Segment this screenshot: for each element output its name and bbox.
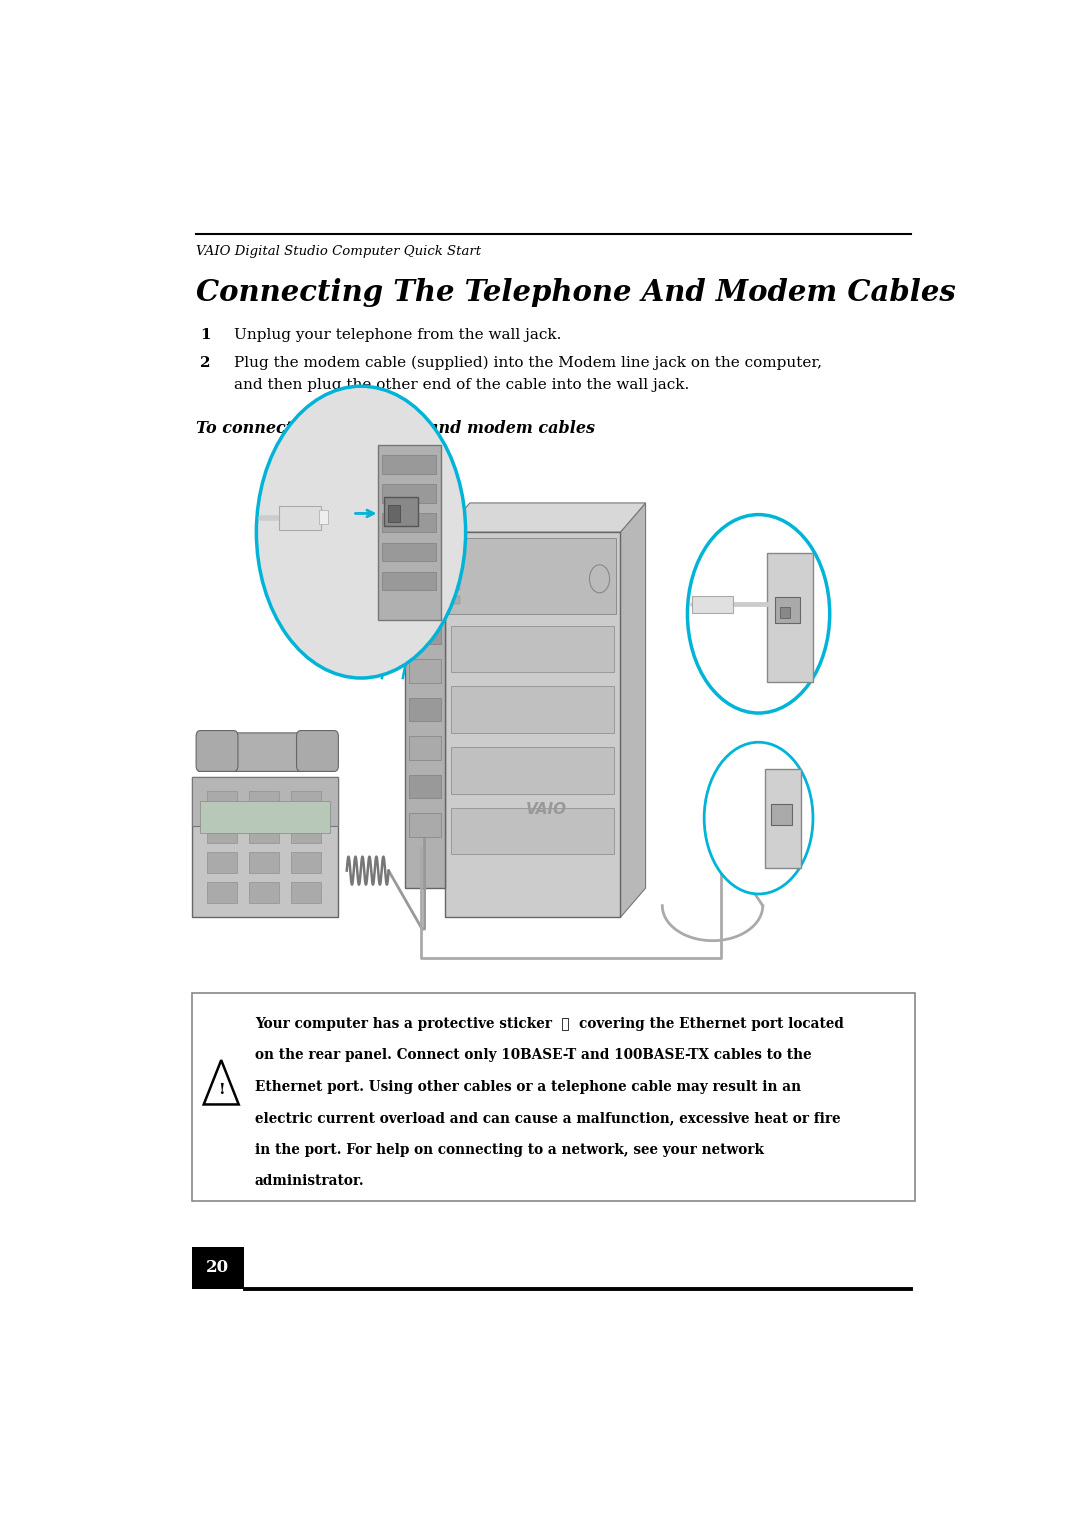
FancyBboxPatch shape	[382, 484, 436, 503]
Text: 1: 1	[200, 327, 211, 341]
FancyBboxPatch shape	[691, 596, 733, 612]
FancyBboxPatch shape	[454, 568, 460, 576]
FancyBboxPatch shape	[207, 822, 238, 843]
FancyBboxPatch shape	[291, 852, 321, 873]
FancyBboxPatch shape	[297, 731, 338, 772]
Text: 2: 2	[200, 356, 211, 370]
FancyBboxPatch shape	[248, 791, 279, 813]
FancyBboxPatch shape	[451, 626, 613, 672]
FancyBboxPatch shape	[454, 582, 460, 591]
FancyBboxPatch shape	[445, 532, 620, 917]
Circle shape	[704, 743, 813, 894]
FancyBboxPatch shape	[384, 497, 418, 526]
FancyBboxPatch shape	[382, 514, 436, 532]
FancyBboxPatch shape	[248, 852, 279, 873]
Text: Unplug your telephone from the wall jack.: Unplug your telephone from the wall jack…	[233, 327, 562, 341]
FancyBboxPatch shape	[408, 697, 441, 722]
Text: VAIO: VAIO	[526, 802, 567, 817]
FancyBboxPatch shape	[451, 687, 613, 732]
FancyBboxPatch shape	[248, 822, 279, 843]
FancyBboxPatch shape	[451, 808, 613, 855]
FancyBboxPatch shape	[408, 582, 441, 606]
FancyBboxPatch shape	[781, 606, 791, 619]
FancyBboxPatch shape	[291, 882, 321, 904]
FancyBboxPatch shape	[291, 822, 321, 843]
Polygon shape	[620, 503, 646, 917]
Text: Your computer has a protective sticker  ☒  covering the Ethernet port located: Your computer has a protective sticker ☒…	[255, 1017, 843, 1031]
Text: To connect the telephone and modem cables: To connect the telephone and modem cable…	[197, 420, 595, 437]
FancyBboxPatch shape	[408, 544, 441, 567]
FancyBboxPatch shape	[382, 455, 436, 475]
FancyBboxPatch shape	[388, 505, 401, 522]
FancyBboxPatch shape	[291, 791, 321, 813]
Text: Ethernet port. Using other cables or a telephone cable may result in an: Ethernet port. Using other cables or a t…	[255, 1079, 800, 1093]
Text: electric current overload and can cause a malfunction, excessive heat or fire: electric current overload and can cause …	[255, 1111, 840, 1125]
FancyBboxPatch shape	[248, 882, 279, 904]
FancyBboxPatch shape	[408, 814, 441, 837]
FancyBboxPatch shape	[408, 659, 441, 682]
Text: on the rear panel. Connect only 10BASE-T and 100BASE-TX cables to the: on the rear panel. Connect only 10BASE-T…	[255, 1048, 811, 1063]
Circle shape	[256, 387, 465, 678]
FancyBboxPatch shape	[207, 852, 238, 873]
Text: !: !	[218, 1084, 225, 1098]
Text: administrator.: administrator.	[255, 1175, 364, 1189]
FancyBboxPatch shape	[192, 1246, 244, 1289]
FancyBboxPatch shape	[382, 543, 436, 561]
Polygon shape	[405, 514, 445, 888]
FancyBboxPatch shape	[454, 596, 460, 605]
Text: Plug the modem cable (supplied) into the Modem line jack on the computer,: Plug the modem cable (supplied) into the…	[233, 356, 822, 370]
FancyBboxPatch shape	[378, 444, 441, 620]
Text: and then plug the other end of the cable into the wall jack.: and then plug the other end of the cable…	[233, 377, 689, 393]
FancyBboxPatch shape	[408, 622, 441, 644]
Polygon shape	[199, 732, 334, 772]
FancyBboxPatch shape	[775, 597, 800, 623]
FancyBboxPatch shape	[771, 803, 792, 825]
FancyBboxPatch shape	[408, 737, 441, 760]
FancyBboxPatch shape	[451, 747, 613, 793]
FancyBboxPatch shape	[279, 506, 321, 529]
FancyBboxPatch shape	[766, 769, 801, 869]
FancyBboxPatch shape	[200, 800, 330, 834]
Polygon shape	[445, 503, 646, 532]
Polygon shape	[192, 778, 338, 826]
Text: 20: 20	[206, 1258, 229, 1276]
FancyBboxPatch shape	[408, 775, 441, 799]
FancyBboxPatch shape	[192, 778, 338, 917]
Text: Connecting The Telephone And Modem Cables: Connecting The Telephone And Modem Cable…	[197, 277, 956, 306]
FancyBboxPatch shape	[197, 731, 238, 772]
FancyBboxPatch shape	[382, 572, 436, 591]
FancyBboxPatch shape	[449, 538, 617, 614]
FancyBboxPatch shape	[207, 882, 238, 904]
Circle shape	[687, 514, 829, 713]
Circle shape	[590, 565, 609, 593]
Polygon shape	[204, 1060, 239, 1105]
FancyBboxPatch shape	[192, 993, 915, 1201]
FancyBboxPatch shape	[767, 553, 813, 682]
Text: in the port. For help on connecting to a network, see your network: in the port. For help on connecting to a…	[255, 1143, 764, 1157]
FancyBboxPatch shape	[320, 509, 327, 525]
FancyBboxPatch shape	[207, 791, 238, 813]
Text: VAIO Digital Studio Computer Quick Start: VAIO Digital Studio Computer Quick Start	[197, 246, 482, 258]
